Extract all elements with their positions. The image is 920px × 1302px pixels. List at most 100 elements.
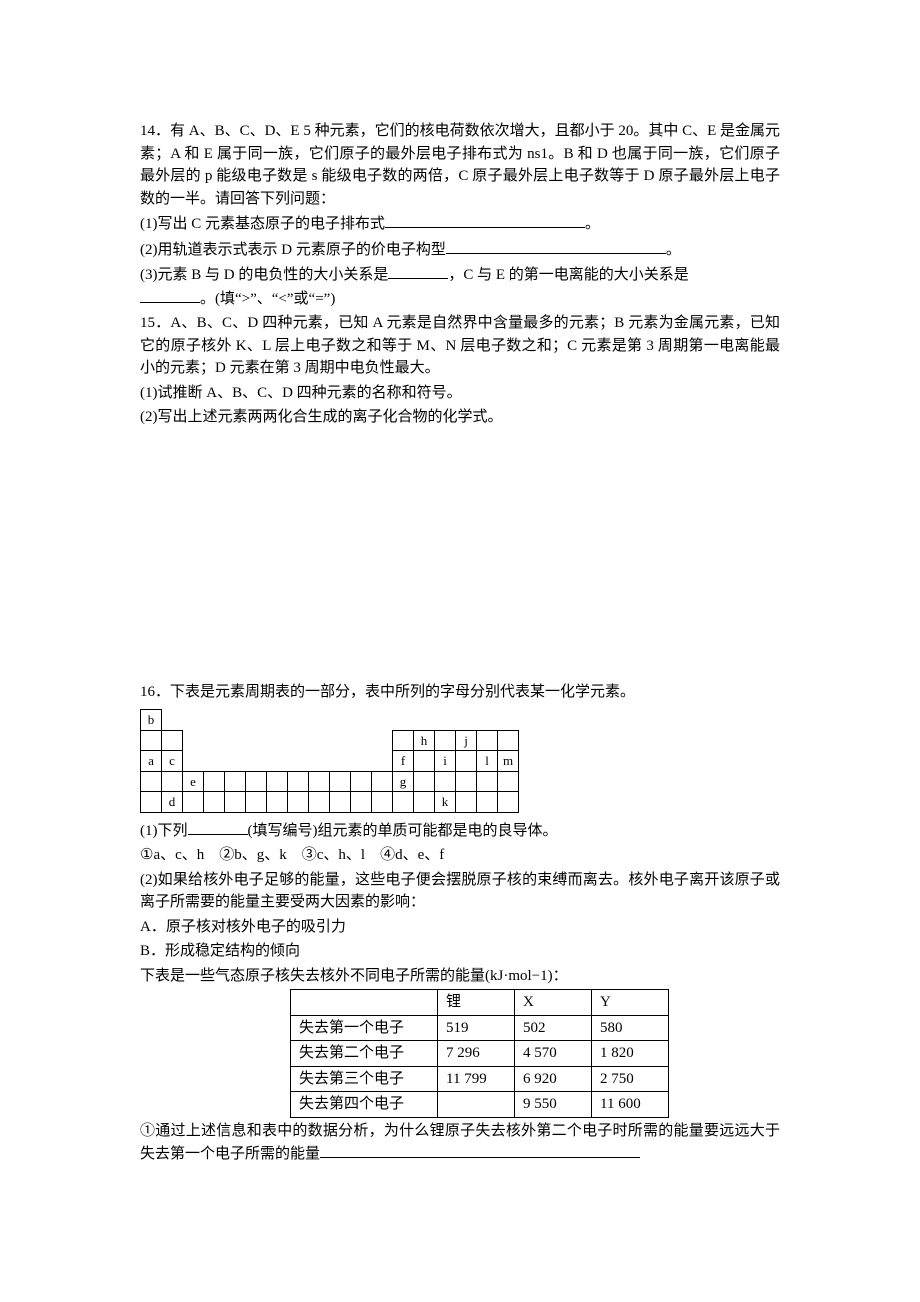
ptable-cell: [477, 710, 498, 731]
page: 14．有 A、B、C、D、E 5 种元素，它们的核电荷数依次增大，且都小于 20…: [70, 0, 850, 1228]
ptable-cell: [288, 730, 309, 751]
ptable-cell: [162, 710, 183, 731]
ptable-cell: [225, 710, 246, 731]
ptable-cell: [204, 771, 225, 792]
ptable-cell: [456, 771, 477, 792]
ptable-cell: [330, 730, 351, 751]
ptable-cell: [246, 710, 267, 731]
blank: [446, 238, 666, 254]
etable-cell: 1 820: [592, 1041, 669, 1067]
ptable-cell: [309, 710, 330, 731]
ptable-cell: [225, 751, 246, 772]
ptable-cell: [477, 792, 498, 813]
blank: [188, 819, 248, 835]
ptable-cell: [225, 730, 246, 751]
ptable-cell: [435, 730, 456, 751]
ptable-cell: [183, 751, 204, 772]
blank: [320, 1142, 640, 1158]
ptable-cell: d: [162, 792, 183, 813]
ptable-cell: [372, 792, 393, 813]
etable-cell: 11 600: [592, 1092, 669, 1118]
ptable-cell: j: [456, 730, 477, 751]
q14-part2: (2)用轨道表示式表示 D 元素原子的价电子构型 。: [140, 238, 780, 262]
etable-cell: 580: [592, 1015, 669, 1041]
ptable-cell: [141, 792, 162, 813]
ptable-cell: f: [393, 751, 414, 772]
q14-p3c: 。(填“>”、“<”或“=”): [200, 291, 335, 307]
ptable-cell: [498, 710, 519, 731]
ptable-cell: [477, 730, 498, 751]
etable-header-cell: X: [515, 990, 592, 1016]
q16-part2: (2)如果给核外电子足够的能量，这些电子便会摆脱原子核的束缚而离去。核外电子离开…: [140, 869, 780, 914]
etable-cell: 失去第四个电子: [291, 1092, 438, 1118]
ptable-cell: [351, 792, 372, 813]
etable-cell: 6 920: [515, 1066, 592, 1092]
ptable-cell: [183, 730, 204, 751]
q16-options: ①a、c、h ②b、g、k ③c、h、l ④d、e、f: [140, 844, 780, 867]
ptable-cell: i: [435, 751, 456, 772]
blank: [388, 263, 448, 279]
ptable-cell: [330, 771, 351, 792]
ptable-cell: [372, 730, 393, 751]
q16-stem: 16．下表是元素周期表的一部分，表中所列的字母分别代表某一化学元素。: [140, 681, 780, 704]
ptable-cell: [246, 771, 267, 792]
q15-stem: 15．A、B、C、D 四种元素，已知 A 元素是自然界中含量最多的元素；B 元素…: [140, 312, 780, 380]
periodic-table-fragment: bhjacfilmegdk: [140, 709, 780, 813]
ptable-cell: [162, 730, 183, 751]
q16-p1b: (填写编号)组元素的单质可能都是电的良导体。: [248, 823, 558, 839]
ptable-cell: [246, 730, 267, 751]
ptable-cell: [204, 792, 225, 813]
ptable-cell: [246, 792, 267, 813]
spacing-gap: [140, 431, 780, 681]
ptable-cell: [498, 792, 519, 813]
etable-header-cell: Y: [592, 990, 669, 1016]
ptable-cell: [351, 730, 372, 751]
ptable-cell: [183, 792, 204, 813]
ptable-cell: [498, 730, 519, 751]
q14-stem: 14．有 A、B、C、D、E 5 种元素，它们的核电荷数依次增大，且都小于 20…: [140, 120, 780, 210]
ptable-cell: [204, 730, 225, 751]
q14-part1: (1)写出 C 元素基态原子的电子排布式 。: [140, 212, 780, 236]
etable-cell: 502: [515, 1015, 592, 1041]
q16-sub1: ①通过上述信息和表中的数据分析，为什么锂原子失去核外第二个电子时所需的能量要远远…: [140, 1120, 780, 1166]
ptable-cell: [204, 751, 225, 772]
ptable-cell: [372, 710, 393, 731]
ptable-cell: [267, 751, 288, 772]
q15-part1: (1)试推断 A、B、C、D 四种元素的名称和符号。: [140, 382, 780, 405]
q15-part2: (2)写出上述元素两两化合生成的离子化合物的化学式。: [140, 406, 780, 429]
ptable-cell: [288, 792, 309, 813]
etable-cell: 519: [438, 1015, 515, 1041]
ptable-cell: [267, 730, 288, 751]
ptable-cell: e: [183, 771, 204, 792]
ptable-cell: [393, 730, 414, 751]
ptable-cell: h: [414, 730, 435, 751]
ptable-cell: [351, 710, 372, 731]
q14-p2b: 。: [666, 242, 681, 258]
ptable-cell: [435, 710, 456, 731]
ptable-cell: [309, 792, 330, 813]
ptable-cell: [351, 751, 372, 772]
ptable-cell: [456, 710, 477, 731]
q16-table-lead: 下表是一些气态原子核失去核外不同电子所需的能量(kJ·mol−1)：: [140, 965, 780, 988]
etable-header-cell: 锂: [438, 990, 515, 1016]
ptable-cell: [225, 771, 246, 792]
ptable-cell: [183, 710, 204, 731]
ptable-cell: [456, 751, 477, 772]
q14-p2a: (2)用轨道表示式表示 D 元素原子的价电子构型: [140, 242, 446, 258]
energy-table: 锂XY失去第一个电子519502580失去第二个电子7 2964 5701 82…: [290, 989, 669, 1118]
ptable-cell: b: [141, 710, 162, 731]
etable-cell: 失去第三个电子: [291, 1066, 438, 1092]
q14-p1b: 。: [585, 216, 600, 232]
blank: [385, 212, 585, 228]
ptable-cell: [267, 710, 288, 731]
q16-factorA: A．原子核对核外电子的吸引力: [140, 916, 780, 939]
ptable-cell: [393, 792, 414, 813]
etable-cell: [438, 1092, 515, 1118]
q14-p1a: (1)写出 C 元素基态原子的电子排布式: [140, 216, 385, 232]
blank: [140, 287, 200, 303]
ptable-cell: [267, 771, 288, 792]
ptable-cell: [435, 771, 456, 792]
ptable-cell: [330, 751, 351, 772]
q14-p3b: ，C 与 E 的第一电离能的大小关系是: [448, 267, 688, 283]
ptable-cell: [330, 710, 351, 731]
